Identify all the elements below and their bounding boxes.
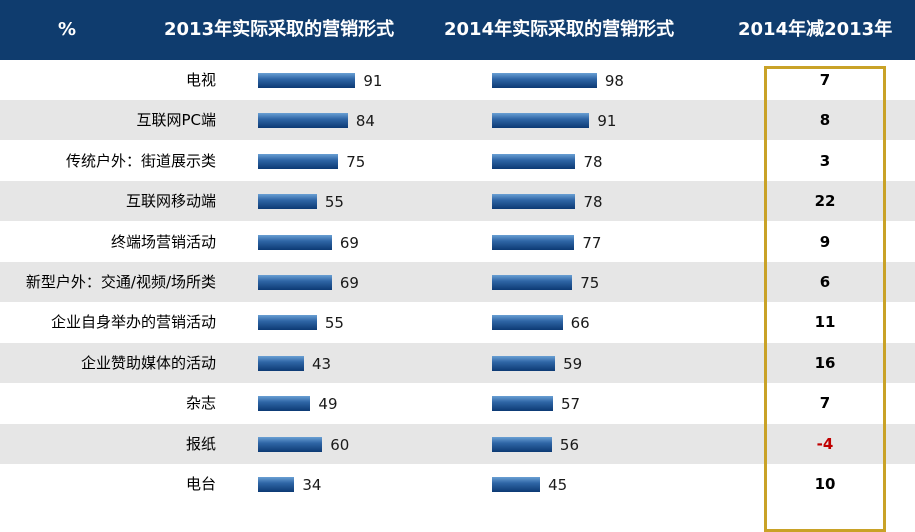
table-row: 互联网移动端 55 78 22 <box>0 181 915 222</box>
unit-label: % <box>58 19 77 40</box>
value-label-2014: 66 <box>570 314 590 333</box>
bar-2014 <box>492 234 575 250</box>
column-header-diff: 2014年减2013年 <box>738 19 893 40</box>
bar-2013 <box>258 477 295 492</box>
value-label-2014: 98 <box>604 72 624 90</box>
table-row: 企业赞助媒体的活动 43 59 16 <box>0 342 915 383</box>
value-label-2013: 69 <box>339 274 359 292</box>
diff-value: 7 <box>819 394 831 413</box>
value-label-2013: 55 <box>324 314 344 333</box>
diff-value: -4 <box>816 434 834 453</box>
value-label-2013: 34 <box>302 476 322 494</box>
diff-value: 8 <box>819 111 831 130</box>
category-label: 互联网移动端 <box>125 192 216 211</box>
bar-2013 <box>258 275 332 290</box>
category-label: 传统户外：街道展示类 <box>65 151 216 170</box>
diff-value: 10 <box>814 475 836 493</box>
bar-2014 <box>492 315 563 331</box>
bar-2013 <box>258 355 304 371</box>
value-label-2013: 60 <box>330 435 350 454</box>
bar-2013 <box>258 315 317 331</box>
value-label-2014: 78 <box>583 152 603 171</box>
value-label-2013: 49 <box>318 395 338 414</box>
category-label: 电视 <box>185 71 216 89</box>
bar-2013 <box>258 113 348 129</box>
diff-highlight-box <box>764 66 886 532</box>
value-label-2013: 84 <box>355 112 375 131</box>
value-label-2013: 43 <box>312 354 332 373</box>
bar-2013 <box>258 396 311 412</box>
diff-value: 22 <box>814 192 836 211</box>
table-row: 企业自身举办的营销活动 55 66 11 <box>0 302 915 342</box>
diff-value: 6 <box>819 273 831 291</box>
category-label: 企业赞助媒体的活动 <box>80 353 216 372</box>
bar-2014 <box>492 73 597 88</box>
value-label-2014: 59 <box>563 354 583 373</box>
bar-2013 <box>258 234 332 250</box>
value-label-2013: 55 <box>324 193 344 212</box>
category-label: 互联网PC端 <box>136 111 216 130</box>
diff-value: 16 <box>814 353 836 372</box>
table-row: 电视 91 98 7 <box>0 60 915 100</box>
value-label-2014: 56 <box>559 435 579 454</box>
value-label-2014: 57 <box>560 395 581 414</box>
bar-2014 <box>492 477 541 492</box>
diff-value: 9 <box>819 232 831 251</box>
value-label-2013: 69 <box>339 233 359 252</box>
value-label-2014: 91 <box>597 112 617 131</box>
column-header-2013: 2013年实际采取的营销形式 <box>164 19 395 40</box>
table-row: 杂志 49 57 7 <box>0 383 915 423</box>
value-label-2014: 77 <box>582 233 602 252</box>
bar-2014 <box>492 194 576 210</box>
table-row: 报纸 60 56 -4 <box>0 423 915 464</box>
bar-2014 <box>492 396 553 412</box>
diff-value: 3 <box>819 151 831 170</box>
bar-2014 <box>492 436 552 452</box>
table-row: 新型户外：交通/视频/场所类 69 75 6 <box>0 262 915 302</box>
bar-2013 <box>258 153 339 169</box>
bar-2013 <box>258 194 317 210</box>
category-label: 报纸 <box>185 434 216 453</box>
value-label-2013: 75 <box>346 152 366 171</box>
category-label: 终端场营销活动 <box>110 232 216 251</box>
value-label-2014: 45 <box>548 476 568 494</box>
column-header-2014: 2014年实际采取的营销形式 <box>444 19 675 40</box>
bar-2014 <box>492 113 590 129</box>
table-row: 互联网PC端 84 91 8 <box>0 100 915 141</box>
bar-2013 <box>258 73 356 88</box>
table-row: 传统户外：街道展示类 75 78 3 <box>0 141 915 181</box>
table-row: 终端场营销活动 69 77 9 <box>0 222 915 262</box>
category-label: 电台 <box>185 475 216 493</box>
bar-2014 <box>492 355 556 371</box>
category-label: 杂志 <box>185 394 216 413</box>
diff-value: 11 <box>814 313 836 332</box>
bar-2013 <box>258 436 323 452</box>
value-label-2014: 75 <box>580 274 600 292</box>
bar-2014 <box>492 153 576 169</box>
bar-2014 <box>492 275 573 290</box>
category-label: 新型户外：交通/视频/场所类 <box>25 273 216 291</box>
value-label-2014: 78 <box>583 193 603 212</box>
table-header: % 2013年实际采取的营销形式 2014年实际采取的营销形式 2014年减20… <box>0 0 915 60</box>
table-row: 电台 34 45 10 <box>0 464 915 504</box>
category-label: 企业自身举办的营销活动 <box>50 313 216 332</box>
diff-value: 7 <box>819 71 831 89</box>
value-label-2013: 91 <box>363 72 383 90</box>
